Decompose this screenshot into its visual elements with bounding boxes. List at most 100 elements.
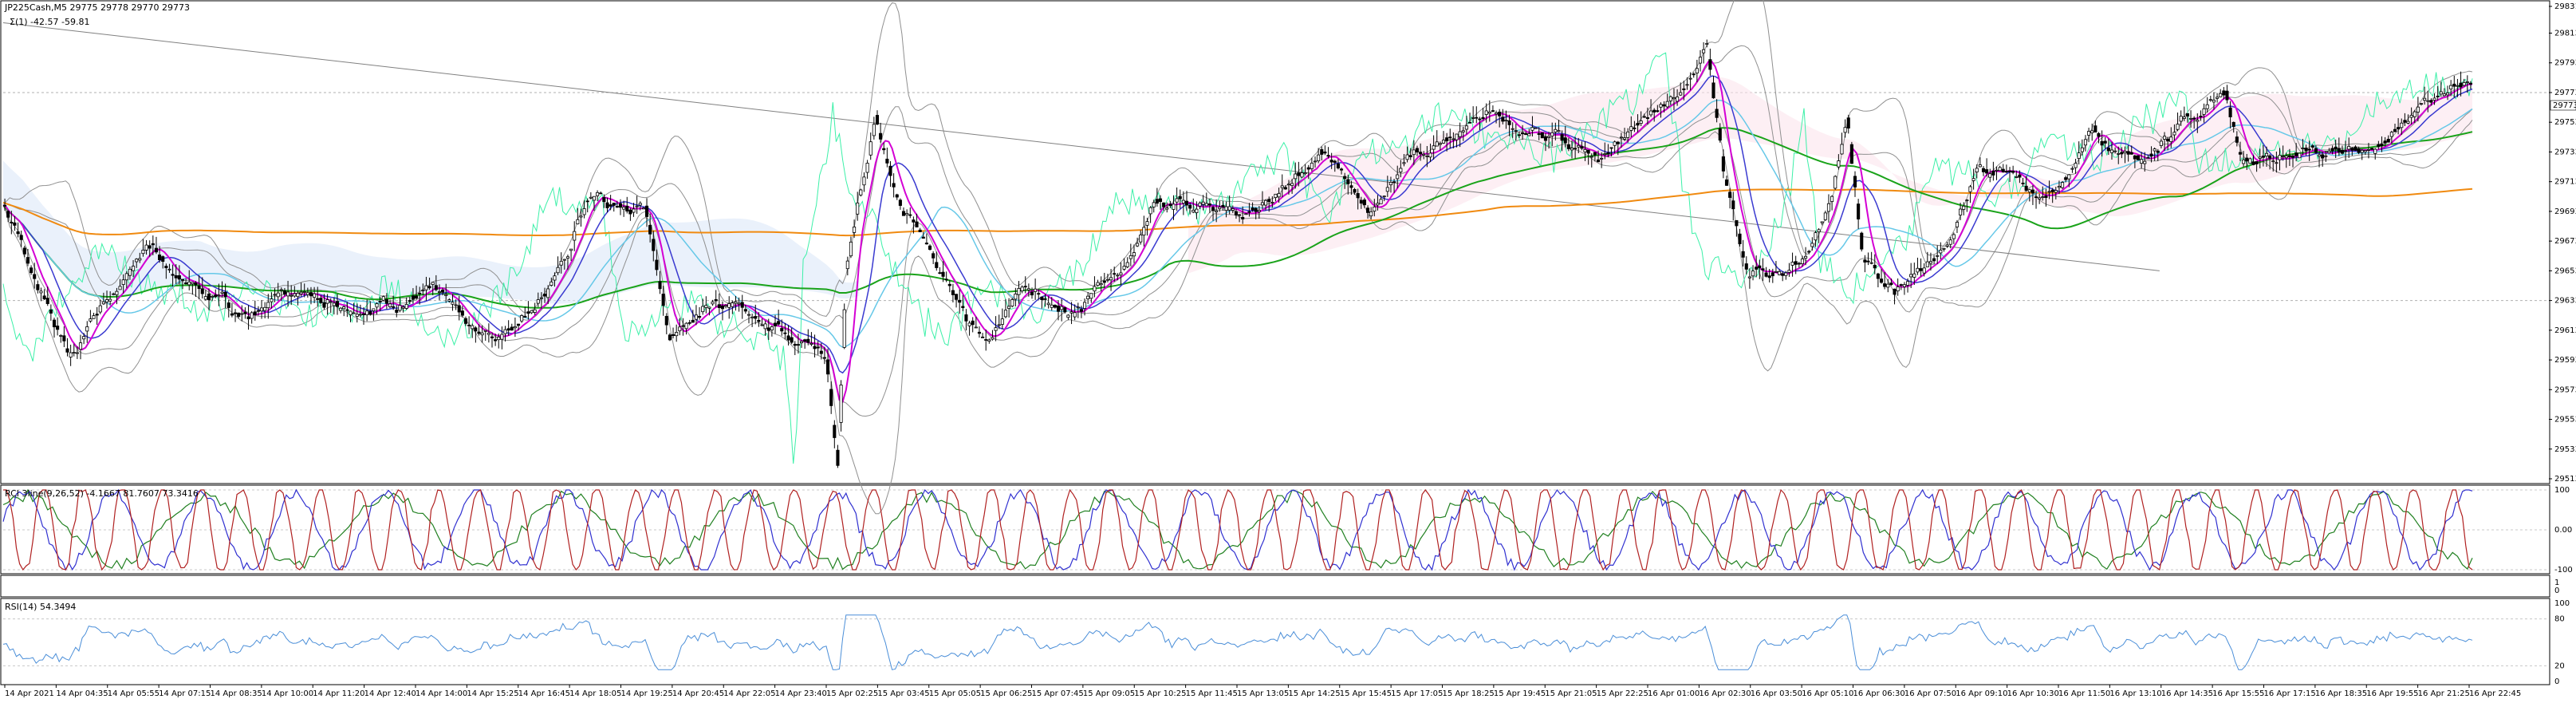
rsi-label: RSI(14) 54.3494 [5, 602, 76, 612]
mini-tick-label: 0 [2554, 586, 2559, 595]
candle-body [599, 192, 603, 195]
candle-body [2038, 197, 2042, 199]
candle-body [1320, 149, 1324, 155]
candle-body [1863, 259, 1867, 263]
candle-body [2449, 85, 2453, 89]
candle-body [424, 285, 428, 290]
candle-body [263, 306, 267, 311]
candle-body [335, 301, 340, 307]
candle-body [935, 262, 939, 268]
candle-body [1711, 82, 1715, 99]
candle-body [444, 294, 448, 296]
candle-body [2050, 189, 2054, 192]
candle-body [1626, 131, 1630, 138]
candle-body [1830, 195, 1834, 202]
candle-body [2290, 155, 2295, 158]
candle-body [1524, 132, 1528, 136]
candle-body [1540, 132, 1544, 139]
candle-body [33, 274, 37, 279]
candle-body [316, 298, 320, 300]
candle-body [1128, 255, 1132, 259]
candle-body [687, 322, 691, 324]
candle-body [2304, 148, 2308, 152]
candle-body [1478, 118, 1482, 120]
candle-body [1464, 125, 1468, 130]
candle-body [2097, 132, 2101, 137]
candle-body [2189, 117, 2193, 120]
candle-body [1998, 167, 2002, 172]
candle-body [1574, 148, 1578, 150]
candle-body [1504, 120, 1508, 122]
rci-label: RCI 3line(9,26,52) -4.1667 81.7607 73.34… [5, 488, 199, 499]
candle-body [161, 256, 165, 263]
time-tick-label: 16 Apr 21:25 [2418, 689, 2470, 698]
candle-body [1369, 211, 1373, 217]
candle-body [2149, 153, 2153, 157]
candle-body [411, 295, 415, 300]
candle-body [1451, 138, 1455, 140]
candle-body [1050, 304, 1054, 308]
candle-body [918, 229, 922, 232]
candle-body [1346, 179, 1350, 184]
candle-body [1530, 127, 1534, 131]
candle-body [135, 259, 139, 263]
candle-body [717, 304, 721, 308]
candle-body [2337, 148, 2341, 153]
candle-body [1708, 59, 1712, 70]
candle-body [1274, 193, 1278, 198]
candle-body [819, 350, 823, 354]
time-tick-label: 14 Apr 22:05 [723, 689, 775, 698]
rci-layer [2, 488, 2549, 571]
candle-body [780, 328, 784, 332]
symbol-header: JP225Cash,M5 29775 29778 29770 29773 [4, 2, 190, 13]
candle-body [1721, 156, 1725, 172]
time-tick-label: 16 Apr 06:30 [1853, 689, 1905, 698]
candle-body [743, 309, 747, 312]
candle-body [494, 339, 498, 342]
candle-body [2024, 185, 2028, 191]
price-tick-label: 29813 [2554, 30, 2576, 38]
candle-body [1543, 136, 1548, 141]
candle-body [1702, 49, 1706, 53]
candle-body [2442, 93, 2446, 97]
candle-body [869, 141, 872, 156]
time-tick-label: 15 Apr 05:05 [929, 689, 981, 698]
candle-body [177, 274, 181, 280]
candle-body [2245, 157, 2249, 162]
candle-body [2403, 120, 2407, 123]
candle-body [2409, 115, 2413, 118]
candle-body [286, 291, 290, 297]
candle-body [701, 306, 705, 313]
candle-body [45, 298, 49, 304]
candle-body [104, 299, 109, 302]
candle-body [569, 248, 573, 251]
candle-body [154, 247, 159, 253]
candle-body [1441, 140, 1446, 144]
candle-body [720, 305, 725, 310]
candle-body [2044, 195, 2048, 198]
candle-body [1810, 243, 1814, 247]
candle-body [2179, 116, 2183, 122]
candle-body [128, 268, 132, 276]
candle-body [1254, 207, 1258, 212]
candle-body [1616, 141, 1620, 144]
time-tick-label: 16 Apr 07:50 [1904, 689, 1956, 698]
candle-body [638, 203, 642, 206]
candle-body [664, 315, 668, 326]
time-tick-label: 14 Apr 2021 [5, 689, 54, 698]
candle-body [1826, 203, 1831, 212]
candle-body [1448, 136, 1452, 139]
candle-body [1656, 110, 1660, 113]
candle-body [2255, 161, 2259, 164]
candle-body [2242, 159, 2246, 164]
candle-body [2011, 171, 2015, 173]
candle-body [2432, 97, 2436, 101]
candle-body [474, 327, 478, 332]
candle-body [2143, 160, 2147, 164]
price-tick-label: 29513 [2554, 475, 2576, 484]
candle-body [463, 318, 468, 324]
candle-body [1988, 173, 1992, 178]
candle-body [1224, 206, 1228, 211]
